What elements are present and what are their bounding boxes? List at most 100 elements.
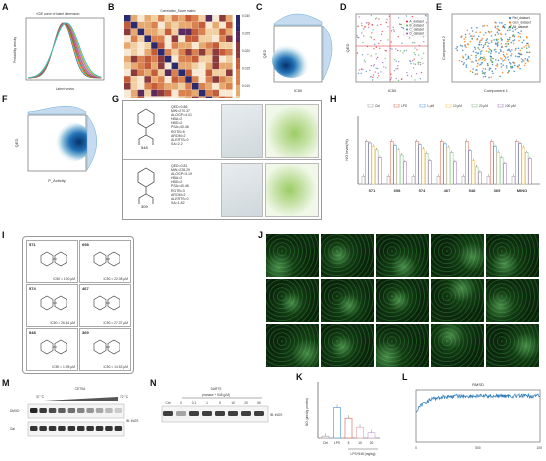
no-level-bar-chart: Ctrl LPS 1 μM 10 μM 20 μM 100 μM 571 698 574 467… (344, 104, 540, 193)
heatmap-cell (198, 35, 206, 42)
heatmap-cell (158, 89, 165, 97)
compound-structure (93, 295, 120, 311)
heatmap-cell (137, 62, 145, 70)
heatmap-cell (226, 28, 233, 36)
scatter-point (477, 35, 480, 38)
heatmap-cell (205, 96, 213, 98)
scatter-point (479, 41, 481, 44)
scatter-point (478, 48, 481, 51)
blot-band (241, 411, 251, 416)
heatmap-cell (130, 49, 138, 56)
heatmap-cell (158, 96, 165, 98)
bar-series (321, 404, 376, 439)
heatmap-cell (178, 62, 185, 70)
scatter-point (497, 38, 499, 41)
bar (424, 153, 429, 185)
microscopy-tile (321, 324, 374, 367)
heatmap-cell (171, 55, 179, 63)
scatter-point (491, 70, 494, 72)
panel-label-c: C (256, 2, 263, 12)
heatmap-cell (164, 62, 172, 70)
scatter-point (504, 57, 507, 59)
scatter-point (507, 59, 510, 61)
scatter-point (382, 61, 384, 64)
scatter-point (397, 79, 400, 82)
colorbar-tick: 0.030 (242, 14, 250, 18)
scatter-point (496, 39, 498, 42)
scatter-point (521, 47, 523, 50)
heatmap-cell (185, 49, 192, 56)
scatter-point (371, 32, 373, 34)
heatmap-cell (164, 35, 172, 42)
colorbar-step (236, 15, 240, 21)
heatmap-cell (137, 96, 145, 98)
molecule-structure-548 (137, 108, 155, 145)
heatmap-cell (151, 28, 158, 36)
heatmap-cell (198, 96, 206, 98)
blot-title: DARTS (211, 387, 222, 391)
scatter-point (525, 36, 528, 38)
heatmap-cell (219, 89, 226, 97)
scatter-point (366, 45, 369, 48)
panel-label-l: L (402, 372, 408, 382)
heatmap-cell (144, 83, 151, 90)
scatter-point (406, 74, 409, 77)
scatter-point (476, 69, 478, 71)
scatter-point (487, 45, 489, 48)
scatter-point (491, 63, 494, 66)
scatter-point (520, 53, 523, 56)
heatmap-cell (212, 49, 219, 56)
heatmap-cell (226, 89, 233, 97)
lane-label: 5 (219, 401, 221, 405)
colorbar-tick: 0.010 (242, 84, 250, 88)
scatter-point (371, 24, 374, 26)
scatter-point (514, 28, 517, 31)
heatmap-cell (178, 35, 185, 42)
legend-h: Ctrl LPS 1 μM 10 μM 20 μM 100 μM (367, 104, 516, 108)
bar (496, 152, 501, 185)
scatter-point (485, 32, 487, 34)
heatmap-cell (137, 28, 145, 36)
heatmap-cell (158, 76, 165, 83)
bar (333, 407, 341, 439)
scatter-point (499, 21, 501, 24)
lane-label: Ctrl (166, 401, 171, 405)
scatter-point (473, 35, 475, 37)
blot-band (58, 408, 66, 413)
bar (515, 141, 519, 185)
scatter-point (501, 71, 504, 74)
blot-band (228, 411, 238, 416)
scatter-point (398, 23, 401, 25)
scatter-point (361, 24, 363, 27)
heatmap-cell (137, 42, 145, 49)
scatter-point (471, 38, 473, 40)
legend-marker (508, 25, 512, 29)
microscopy-tile (486, 324, 539, 367)
scatter-point (477, 59, 480, 61)
heatmap-cell (171, 62, 179, 70)
scatter-point (485, 39, 488, 42)
heatmap-cell (144, 15, 151, 22)
scatter-point (477, 47, 479, 49)
heatmap-cell (219, 55, 226, 63)
blot-band (202, 411, 212, 416)
scatter-point (418, 44, 420, 47)
scatter-point (476, 65, 478, 68)
lane-label: 50 (257, 401, 261, 405)
scatter-point (367, 53, 369, 56)
colorbar-step (236, 79, 240, 86)
x-axis-label: P_Activity (48, 178, 66, 183)
scatter-point (498, 29, 501, 32)
heatmap-cell (151, 55, 158, 63)
scatter-point (484, 75, 487, 78)
scatter-point (498, 52, 500, 54)
scatter-point (420, 71, 423, 74)
colorbar-step (236, 20, 240, 26)
scatter-point (490, 30, 493, 33)
scatter-point (513, 62, 516, 64)
scatter-point (377, 72, 379, 74)
scatter-point (528, 46, 530, 48)
heatmap-cell (192, 76, 199, 83)
heatmap-cell (185, 28, 192, 36)
scatter-point (519, 67, 521, 70)
